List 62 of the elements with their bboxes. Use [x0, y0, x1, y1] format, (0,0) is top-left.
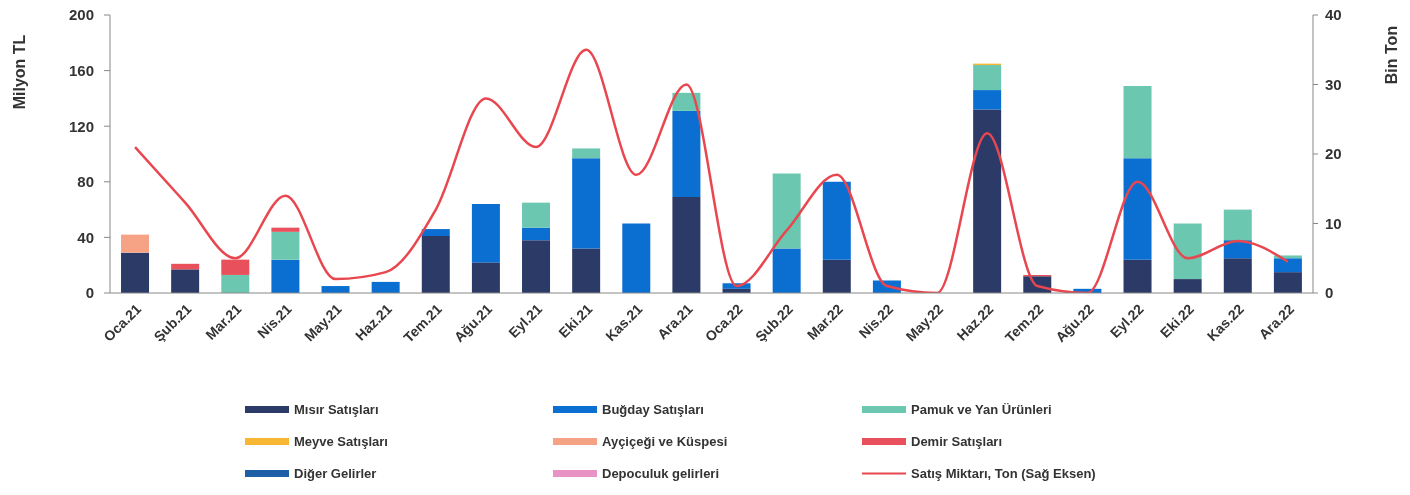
y2-tick-label: 20 — [1325, 145, 1342, 163]
bar — [271, 227, 300, 232]
bar — [1223, 258, 1252, 293]
legend-label: Demir Satışları — [911, 433, 1003, 449]
bar — [1273, 272, 1302, 293]
y2-tick-label: 30 — [1325, 75, 1342, 93]
bar — [672, 110, 701, 198]
bar — [471, 262, 500, 293]
y-tick-label: 0 — [85, 284, 94, 302]
bar — [371, 281, 400, 293]
bar — [171, 269, 200, 293]
bar — [772, 173, 801, 249]
legend-label: Satış Miktarı, Ton (Sağ Eksen) — [911, 465, 1096, 481]
legend-label: Pamuk ve Yan Ürünleri — [911, 401, 1052, 417]
y-tick-label: 200 — [68, 6, 94, 24]
bar — [171, 263, 200, 270]
bar — [772, 248, 801, 293]
y-axis-title: Milyon TL — [11, 34, 29, 110]
bar — [1273, 258, 1302, 273]
bar — [522, 202, 551, 228]
bar — [672, 197, 701, 293]
legend-label: Ayçiçeği ve Küspesi — [602, 433, 728, 449]
legend-label: Meyve Satışları — [294, 433, 388, 449]
y2-axis-title: Bin Ton — [1383, 25, 1401, 85]
bar — [121, 252, 150, 293]
bar — [121, 234, 150, 253]
bar — [271, 231, 300, 260]
bar — [822, 181, 851, 260]
bar — [1123, 158, 1152, 260]
bar — [572, 248, 601, 293]
bar — [522, 240, 551, 293]
y-tick-label: 80 — [77, 173, 94, 191]
bar — [572, 158, 601, 249]
bar — [973, 90, 1002, 110]
bar — [1123, 85, 1152, 159]
bar — [1173, 223, 1202, 280]
y2-tick-label: 10 — [1325, 214, 1342, 232]
y-tick-label: 120 — [68, 117, 94, 135]
bar — [572, 148, 601, 159]
bar — [622, 223, 651, 293]
legend-label: Mısır Satışları — [294, 401, 379, 417]
bar — [1223, 209, 1252, 241]
y-tick-label: 160 — [68, 61, 94, 79]
bar — [973, 109, 1002, 293]
bar — [221, 259, 250, 275]
bar — [421, 229, 450, 237]
y2-tick-label: 0 — [1325, 284, 1334, 302]
legend-label: Diğer Gelirler — [294, 465, 377, 481]
bar — [471, 204, 500, 263]
bar — [221, 274, 250, 293]
line-series — [133, 48, 1290, 293]
legend-label: Depoculuk gelirleri — [602, 465, 720, 481]
y2-tick-label: 40 — [1325, 6, 1342, 24]
bar — [522, 227, 551, 241]
y-tick-label: 40 — [77, 228, 94, 246]
bar — [421, 236, 450, 293]
bar — [271, 259, 300, 293]
bar — [1123, 259, 1152, 293]
bar — [1173, 279, 1202, 293]
bar — [822, 259, 851, 293]
legend-label: Buğday Satışları — [602, 401, 704, 417]
bar — [973, 65, 1002, 91]
